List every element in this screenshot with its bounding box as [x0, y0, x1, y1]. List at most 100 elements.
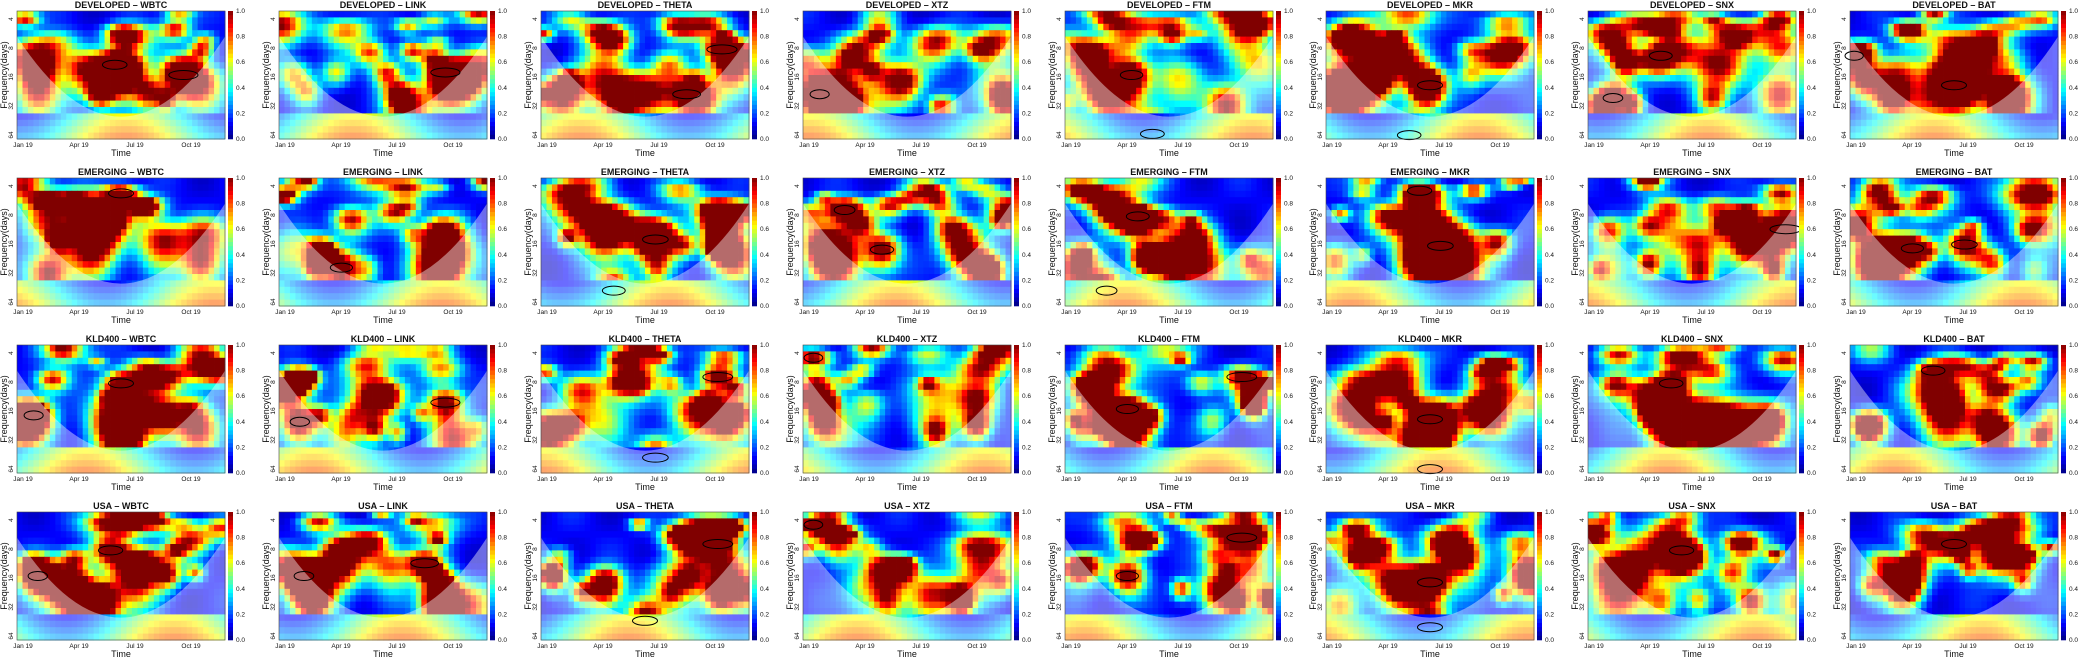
heatmap-cell: [1359, 55, 1366, 63]
heatmap-cell: [1621, 11, 1627, 18]
y-axis-label: Frequency(days): [261, 41, 271, 109]
colorbar-step: [1537, 36, 1543, 42]
heatmap-cell: [1381, 55, 1387, 63]
heatmap-cell: [644, 55, 651, 63]
heatmap-cell: [1424, 132, 1431, 140]
heatmap-cell: [862, 68, 869, 76]
heatmap-cell: [1223, 11, 1230, 18]
heatmap-cell: [426, 126, 433, 133]
heatmap-cell: [857, 75, 864, 82]
heatmap-cell: [873, 36, 880, 44]
heatmap-cell: [622, 100, 629, 108]
heatmap-cell: [404, 100, 411, 108]
heatmap-cell: [77, 68, 84, 76]
heatmap-cell: [1485, 81, 1491, 89]
heatmap-cell: [377, 62, 384, 69]
heatmap-cell: [704, 100, 711, 108]
heatmap-cell: [404, 36, 411, 44]
colorbar-step: [1013, 62, 1019, 67]
heatmap-cell: [715, 55, 722, 63]
heatmap-cell: [300, 30, 307, 37]
heatmap-cell: [421, 81, 428, 89]
heatmap-cell: [737, 62, 744, 69]
heatmap-cell: [666, 94, 673, 101]
heatmap-cell: [611, 23, 618, 31]
heatmap-cell: [437, 113, 444, 121]
heatmap-cell: [350, 94, 356, 101]
heatmap-cell: [704, 11, 711, 18]
panel-title: DEVELOPED – SNX: [1650, 0, 1734, 10]
heatmap-cell: [562, 43, 569, 50]
heatmap-cell: [917, 23, 924, 31]
heatmap-cell: [366, 94, 373, 101]
heatmap-cell: [562, 11, 569, 18]
heatmap-cell: [808, 113, 814, 121]
heatmap-cell: [1091, 107, 1098, 114]
heatmap-cell: [628, 87, 635, 95]
heatmap-cell: [426, 81, 433, 89]
heatmap-cell: [1381, 87, 1387, 95]
heatmap-cell: [344, 23, 351, 31]
heatmap-cell: [1119, 75, 1126, 82]
colorbar-step: [489, 121, 495, 127]
heatmap-cell: [1626, 17, 1633, 25]
heatmap-cell: [1353, 132, 1360, 140]
heatmap-cell: [677, 107, 684, 114]
heatmap-cell: [1468, 11, 1475, 18]
heatmap-cell: [219, 11, 226, 18]
heatmap-cell: [1430, 100, 1437, 108]
heatmap-cell: [1424, 23, 1431, 31]
heatmap-cell: [1195, 126, 1202, 133]
heatmap-cell: [688, 107, 695, 114]
heatmap-cell: [115, 126, 122, 133]
heatmap-cell: [33, 23, 40, 31]
heatmap-cell: [60, 30, 67, 37]
heatmap-cell: [49, 55, 56, 63]
heatmap-cell: [1397, 100, 1404, 108]
heatmap-cell: [82, 100, 89, 108]
heatmap-cell: [1774, 11, 1781, 18]
heatmap-cell: [677, 36, 684, 44]
heatmap-cell: [170, 49, 177, 57]
heatmap-cell: [1212, 119, 1219, 127]
heatmap-cell: [197, 87, 204, 95]
heatmap-cell: [470, 126, 477, 133]
heatmap-cell: [1201, 119, 1208, 127]
heatmap-cell: [1184, 36, 1191, 44]
heatmap-cell: [994, 43, 1001, 50]
heatmap-cell: [906, 81, 913, 89]
heatmap-cell: [1206, 55, 1213, 63]
heatmap-cell: [1256, 62, 1262, 69]
heatmap-cell: [884, 68, 891, 76]
heatmap-cell: [661, 87, 668, 95]
heatmap-cell: [590, 81, 596, 89]
heatmap-cell: [611, 132, 618, 140]
heatmap-cell: [1223, 55, 1230, 63]
heatmap-cell: [1512, 30, 1519, 37]
heatmap-cell: [1452, 36, 1459, 44]
heatmap-cell: [994, 62, 1001, 69]
heatmap-cell: [437, 49, 444, 57]
heatmap-cell: [688, 87, 695, 95]
heatmap-cell: [382, 107, 389, 114]
heatmap-cell: [142, 100, 149, 108]
heatmap-cell: [1201, 100, 1208, 108]
heatmap-cell: [1413, 30, 1420, 37]
heatmap-cell: [1719, 17, 1726, 25]
heatmap-cell: [1419, 75, 1426, 82]
heatmap-cell: [93, 113, 100, 121]
heatmap-cell: [1468, 107, 1475, 114]
heatmap-cell: [923, 119, 929, 127]
heatmap-cell: [802, 81, 809, 89]
heatmap-cell: [857, 62, 864, 69]
x-tick-label: Jan 19: [13, 142, 33, 149]
heatmap-cell: [344, 126, 351, 133]
heatmap-cell: [1250, 107, 1257, 114]
heatmap-cell: [360, 126, 367, 133]
heatmap-cell: [355, 43, 362, 50]
heatmap-cell: [126, 100, 133, 108]
heatmap-cell: [868, 68, 875, 76]
heatmap-cell: [988, 68, 995, 76]
heatmap-cell: [1507, 23, 1513, 31]
heatmap-cell: [1091, 87, 1098, 95]
